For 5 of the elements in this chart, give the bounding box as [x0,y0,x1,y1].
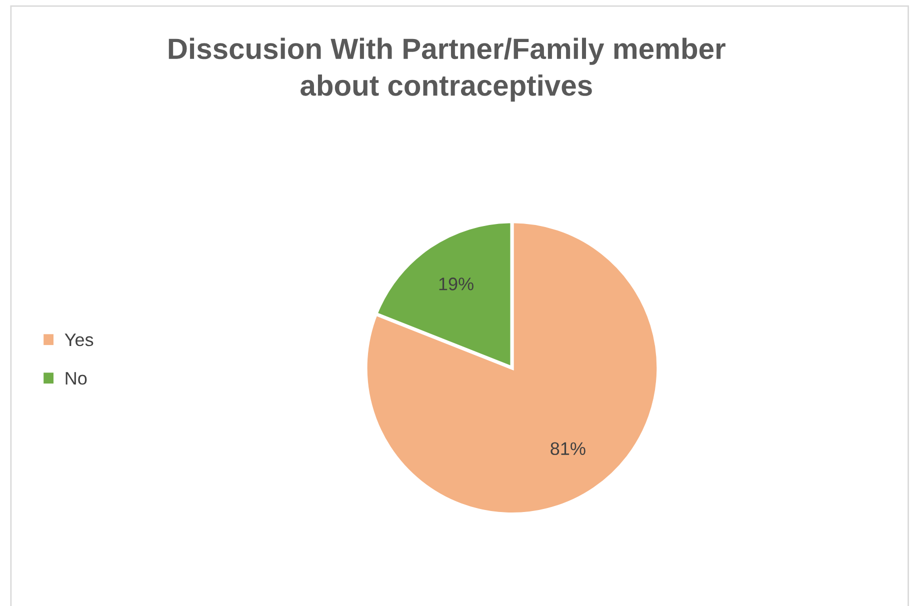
data-label: 81% [550,442,586,456]
legend-label: Yes [64,334,94,346]
data-label: 19% [439,278,474,290]
chart-title: Disscusion With Partner/Family member about contraceptives [168,38,726,102]
legend-label: No [66,372,87,385]
